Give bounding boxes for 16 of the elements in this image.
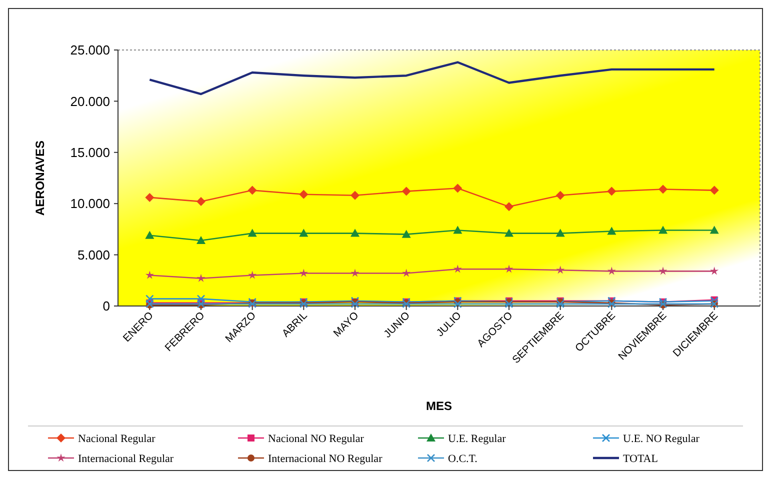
legend-label: Nacional Regular (78, 432, 156, 445)
legend-label: Internacional NO Regular (268, 452, 383, 465)
legend-label: TOTAL (623, 452, 658, 465)
legend-label: Internacional Regular (78, 452, 174, 465)
y-tick-label: 10.000 (70, 196, 110, 212)
legend-label: Nacional NO Regular (268, 432, 364, 445)
y-tick-label: 15.000 (70, 144, 110, 160)
x-axis-title: MES (426, 399, 452, 413)
y-axis-title: AERONAVES (33, 140, 47, 216)
y-tick-label: 25.000 (70, 42, 110, 58)
legend-label: U.E. NO Regular (623, 432, 700, 445)
legend-label: U.E. Regular (448, 432, 506, 445)
y-tick-label: 0 (102, 298, 110, 314)
legend-label: O.C.T. (448, 452, 478, 465)
y-tick-label: 5.000 (77, 247, 110, 262)
y-tick-label: 20.000 (70, 94, 110, 109)
